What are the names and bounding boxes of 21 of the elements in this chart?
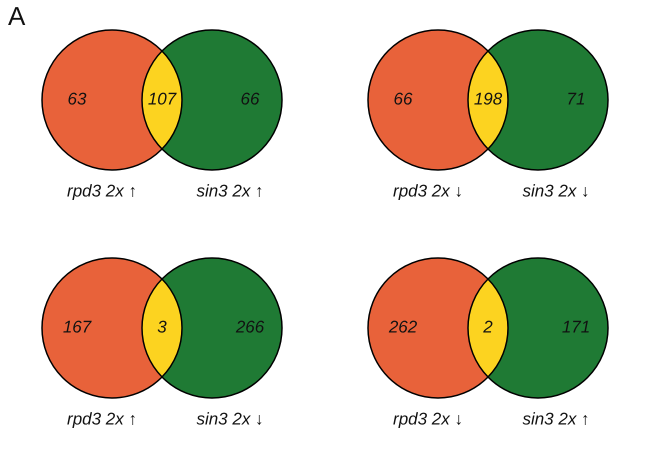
category-label: rpd3 2x ↓ (393, 182, 463, 201)
category-label: rpd3 2x ↓ (393, 410, 463, 429)
data-label: 266 (234, 318, 265, 337)
data-label: 167 (62, 318, 92, 337)
category-label: sin3 2x ↑ (196, 182, 264, 201)
data-label: 171 (562, 318, 590, 337)
category-label: sin3 2x ↓ (196, 410, 264, 429)
data-label: 262 (388, 318, 418, 337)
data-label: 66 (240, 90, 260, 109)
category-label: rpd3 2x ↑ (67, 182, 137, 201)
category-label: sin3 2x ↑ (522, 410, 590, 429)
data-label: 2 (482, 318, 494, 337)
category-label: rpd3 2x ↑ (67, 410, 137, 429)
data-label: 198 (474, 90, 503, 109)
text: A (8, 1, 26, 32)
data-label: 63 (68, 90, 87, 109)
data-label: 71 (566, 90, 586, 109)
data-label: 3 (157, 318, 168, 337)
data-label: 66 (394, 90, 413, 109)
data-label: 107 (148, 90, 177, 109)
category-label: sin3 2x ↓ (522, 182, 590, 201)
